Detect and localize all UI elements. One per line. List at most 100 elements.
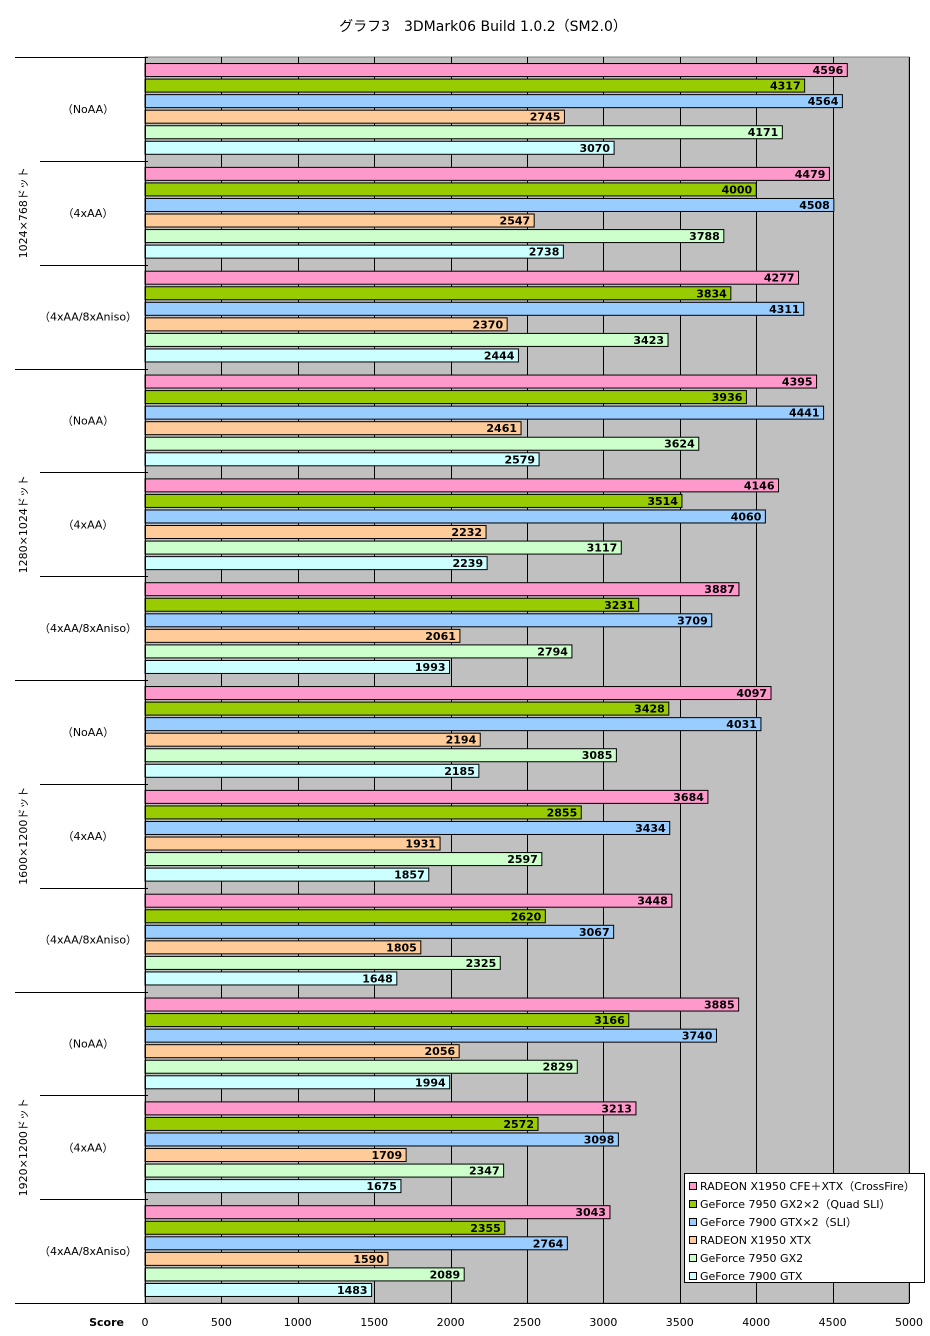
bar-value-label: 1675 <box>366 1180 397 1193</box>
legend-entry: RADEON X1950 CFE＋XTX（CrossFire） <box>700 1180 915 1193</box>
bar <box>144 997 740 1012</box>
bar-value-label: 4277 <box>764 272 795 285</box>
legend: RADEON X1950 CFE＋XTX（CrossFire） GeForce 7… <box>684 1173 925 1283</box>
legend-entry: GeForce 7900 GTX <box>700 1270 803 1283</box>
bar <box>144 452 540 467</box>
legend-swatch <box>689 1200 697 1208</box>
bar-value-label: 1648 <box>362 972 393 985</box>
resolution-label: 1024×768ドット <box>17 167 30 258</box>
bar-value-label: 1590 <box>353 1253 384 1266</box>
x-tick-label: 4500 <box>819 1316 847 1329</box>
bar <box>144 390 747 405</box>
aa-mode-label: （4xAA） <box>63 207 114 220</box>
bar <box>144 244 564 259</box>
bar-value-label: 3213 <box>601 1102 632 1115</box>
bar <box>144 644 573 659</box>
bar-value-label: 3788 <box>689 230 720 243</box>
legend-entry: GeForce 7950 GX2 <box>700 1252 803 1265</box>
bar-value-label: 3423 <box>633 334 664 347</box>
bar <box>144 78 806 93</box>
bar <box>144 1013 630 1028</box>
bar <box>144 374 818 389</box>
x-tick-label: 0 <box>142 1316 149 1329</box>
x-tick-label: 3000 <box>589 1316 617 1329</box>
x-tick-label: 1500 <box>360 1316 388 1329</box>
bar-value-label: 1857 <box>394 869 425 882</box>
bar <box>144 182 757 197</box>
bar <box>144 717 762 732</box>
bar-value-label: 4317 <box>770 80 801 93</box>
bar <box>144 1267 465 1282</box>
bar-value-label: 1709 <box>372 1149 403 1162</box>
bar <box>144 1075 451 1090</box>
bar-value-label: 4508 <box>799 199 830 212</box>
bar-value-label: 3887 <box>704 583 735 596</box>
legend-swatch <box>689 1236 697 1244</box>
aa-mode-label: （4xAA/8xAniso） <box>39 934 137 947</box>
bar <box>144 582 740 597</box>
bar <box>144 166 830 181</box>
bar-value-label: 4311 <box>769 303 800 316</box>
x-tick-label: 2500 <box>513 1316 541 1329</box>
bar-value-label: 4146 <box>744 479 775 492</box>
bar <box>144 763 480 778</box>
bar-value-label: 2355 <box>470 1222 501 1235</box>
bar-value-label: 2185 <box>444 765 475 778</box>
aa-mode-label: （NoAA） <box>62 103 114 116</box>
bar-value-label: 3117 <box>587 542 618 555</box>
axes <box>15 57 909 1304</box>
bar <box>144 125 783 140</box>
bar <box>144 1132 619 1147</box>
bar <box>144 348 519 363</box>
bar-value-label: 2056 <box>425 1045 456 1058</box>
bar <box>144 1236 568 1251</box>
bar <box>144 94 843 109</box>
x-tick-label: 5000 <box>895 1316 923 1329</box>
bar <box>144 493 683 508</box>
bar-value-label: 2764 <box>533 1237 564 1250</box>
bar-value-label: 4060 <box>731 510 762 523</box>
bar <box>144 971 398 986</box>
bar <box>144 836 441 851</box>
bar <box>144 421 522 436</box>
legend-swatch <box>689 1218 697 1226</box>
bar <box>144 270 800 285</box>
bar <box>144 556 488 571</box>
x-tick-label: 500 <box>211 1316 232 1329</box>
bar <box>144 597 640 612</box>
bar-value-label: 4395 <box>782 376 813 389</box>
legend-entry: GeForce 7900 GTX×2（SLI） <box>700 1216 857 1229</box>
bar <box>144 867 430 882</box>
bar-value-label: 2461 <box>486 422 517 435</box>
bar-value-label: 4596 <box>813 64 844 77</box>
bar <box>144 924 615 939</box>
x-tick-label: 2000 <box>437 1316 465 1329</box>
bar <box>144 748 617 763</box>
bar-value-label: 2239 <box>452 557 483 570</box>
bar-value-label: 3428 <box>634 703 665 716</box>
bar-value-label: 2444 <box>484 349 515 362</box>
x-tick-label: 3500 <box>666 1316 694 1329</box>
bar-value-label: 4000 <box>722 183 753 196</box>
bar <box>144 109 565 124</box>
bar <box>144 1148 407 1163</box>
chart-title: グラフ3 3DMark06 Build 1.0.2（SM2.0） <box>339 19 627 35</box>
bar-value-label: 2194 <box>446 734 477 747</box>
bar-value-label: 3448 <box>637 895 668 908</box>
bar-value-label: 4171 <box>748 126 779 139</box>
bar <box>144 613 713 628</box>
legend-swatch <box>689 1272 697 1280</box>
bar <box>144 317 508 332</box>
bar-value-label: 2579 <box>504 453 535 466</box>
bar-value-label: 2745 <box>530 111 561 124</box>
bar <box>144 1028 717 1043</box>
bar <box>144 820 671 835</box>
bar <box>144 686 772 701</box>
bar <box>144 540 622 555</box>
bar <box>144 436 700 451</box>
bar <box>144 659 451 674</box>
bar-value-label: 3885 <box>704 999 735 1012</box>
x-tick-label: 1000 <box>284 1316 312 1329</box>
bar <box>144 732 481 747</box>
